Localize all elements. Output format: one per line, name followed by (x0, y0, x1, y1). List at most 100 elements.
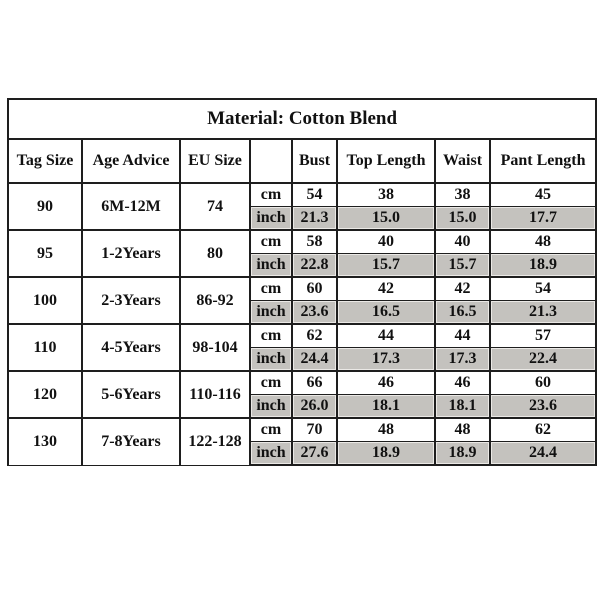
table-row-size-100-inch: inch 23.6 16.5 16.5 21.3 (8, 300, 598, 325)
top-length-cm-cell: 46 (336, 370, 436, 395)
pant-length-inch-cell: 17.7 (488, 206, 598, 231)
table-row-size-90-inch: inch 21.3 15.0 15.0 17.7 (8, 206, 598, 231)
unit-label-cm: cm (249, 323, 293, 348)
unit-label-inch: inch (249, 394, 293, 419)
eu-size-cell: 122-128 (179, 417, 251, 466)
table-row-size-120-cm: 120 5-6Years 110-116 cm 66 46 46 60 (7, 370, 598, 419)
bust-cm-cell: 58 (291, 229, 338, 254)
bust-inch-cell: 23.6 (291, 300, 338, 325)
waist-inch-cell: 18.9 (434, 441, 491, 466)
eu-size-cell: 86-92 (179, 276, 251, 325)
table-row-size-90-cm: 90 6M-12M 74 cm 54 38 38 45 (7, 182, 598, 231)
tag-size-cell: 100 (7, 276, 83, 325)
header-row: Tag Size Age Advice EU Size Bust Top Len… (7, 138, 598, 184)
unit-label-inch: inch (249, 253, 293, 278)
unit-label-inch: inch (249, 206, 293, 231)
pant-length-inch-cell: 23.6 (488, 394, 598, 419)
eu-size-cell: 98-104 (179, 323, 251, 372)
pant-length-inch-cell: 18.9 (488, 253, 598, 278)
top-length-cm-cell: 48 (336, 417, 436, 442)
title-row: Material: Cotton Blend (6, 98, 598, 140)
pant-length-cm-cell: 60 (488, 370, 598, 395)
unit-label-cm: cm (249, 276, 293, 301)
eu-size-cell: 74 (179, 182, 251, 231)
col-header-eu-size: EU Size (179, 138, 251, 184)
unit-label-cm: cm (249, 229, 293, 254)
col-header-unit (249, 138, 293, 184)
top-length-inch-cell: 15.0 (336, 206, 436, 231)
size-chart-table: Material: Cotton Blend Tag Size Age Advi… (6, 98, 598, 466)
top-length-inch-cell: 18.9 (336, 441, 436, 466)
col-header-bust: Bust (291, 138, 338, 184)
col-header-pant-length: Pant Length (488, 138, 598, 184)
age-advice-cell: 2-3Years (81, 276, 181, 325)
pant-length-cm-cell: 48 (488, 229, 598, 254)
material-title: Material: Cotton Blend (6, 98, 598, 140)
pant-length-cm-cell: 57 (488, 323, 598, 348)
unit-label-inch: inch (249, 347, 293, 372)
waist-cm-cell: 46 (434, 370, 491, 395)
pant-length-inch-cell: 24.4 (488, 441, 598, 466)
top-length-inch-cell: 15.7 (336, 253, 436, 278)
col-header-top-length: Top Length (336, 138, 436, 184)
col-header-age-advice: Age Advice (81, 138, 181, 184)
bust-cm-cell: 60 (291, 276, 338, 301)
pant-length-inch-cell: 21.3 (488, 300, 598, 325)
table-row-size-110-inch: inch 24.4 17.3 17.3 22.4 (8, 347, 598, 372)
tag-size-cell: 130 (7, 417, 83, 466)
table-row-size-100-cm: 100 2-3Years 86-92 cm 60 42 42 54 (7, 276, 598, 325)
tag-size-cell: 120 (7, 370, 83, 419)
bust-cm-cell: 62 (291, 323, 338, 348)
unit-label-inch: inch (249, 441, 293, 466)
waist-cm-cell: 38 (434, 182, 491, 207)
unit-label-cm: cm (249, 417, 293, 442)
pant-length-cm-cell: 45 (488, 182, 598, 207)
bust-inch-cell: 26.0 (291, 394, 338, 419)
top-length-cm-cell: 40 (336, 229, 436, 254)
age-advice-cell: 7-8Years (81, 417, 181, 466)
tag-size-cell: 95 (7, 229, 83, 278)
tag-size-cell: 90 (7, 182, 83, 231)
waist-inch-cell: 18.1 (434, 394, 491, 419)
top-length-cm-cell: 42 (336, 276, 436, 301)
top-length-cm-cell: 44 (336, 323, 436, 348)
waist-cm-cell: 44 (434, 323, 491, 348)
bust-inch-cell: 22.8 (291, 253, 338, 278)
table-row-size-110-cm: 110 4-5Years 98-104 cm 62 44 44 57 (7, 323, 598, 372)
unit-label-cm: cm (249, 370, 293, 395)
col-header-waist: Waist (434, 138, 491, 184)
unit-label-inch: inch (249, 300, 293, 325)
waist-cm-cell: 48 (434, 417, 491, 442)
age-advice-cell: 4-5Years (81, 323, 181, 372)
bust-inch-cell: 27.6 (291, 441, 338, 466)
waist-inch-cell: 15.7 (434, 253, 491, 278)
waist-inch-cell: 16.5 (434, 300, 491, 325)
pant-length-inch-cell: 22.4 (488, 347, 598, 372)
waist-cm-cell: 42 (434, 276, 491, 301)
table-row-size-130-cm: 130 7-8Years 122-128 cm 70 48 48 62 (7, 417, 598, 466)
waist-cm-cell: 40 (434, 229, 491, 254)
eu-size-cell: 110-116 (179, 370, 251, 419)
col-header-tag-size: Tag Size (7, 138, 83, 184)
bust-inch-cell: 21.3 (291, 206, 338, 231)
age-advice-cell: 5-6Years (81, 370, 181, 419)
table-row-size-95-cm: 95 1-2Years 80 cm 58 40 40 48 (7, 229, 598, 278)
top-length-inch-cell: 17.3 (336, 347, 436, 372)
eu-size-cell: 80 (179, 229, 251, 278)
tag-size-cell: 110 (7, 323, 83, 372)
pant-length-cm-cell: 62 (488, 417, 598, 442)
top-length-inch-cell: 16.5 (336, 300, 436, 325)
pant-length-cm-cell: 54 (488, 276, 598, 301)
bust-inch-cell: 24.4 (291, 347, 338, 372)
unit-label-cm: cm (249, 182, 293, 207)
top-length-inch-cell: 18.1 (336, 394, 436, 419)
bust-cm-cell: 66 (291, 370, 338, 395)
bust-cm-cell: 70 (291, 417, 338, 442)
bust-cm-cell: 54 (291, 182, 338, 207)
top-length-cm-cell: 38 (336, 182, 436, 207)
age-advice-cell: 6M-12M (81, 182, 181, 231)
table-row-size-130-inch: inch 27.6 18.9 18.9 24.4 (8, 441, 598, 466)
age-advice-cell: 1-2Years (81, 229, 181, 278)
waist-inch-cell: 17.3 (434, 347, 491, 372)
